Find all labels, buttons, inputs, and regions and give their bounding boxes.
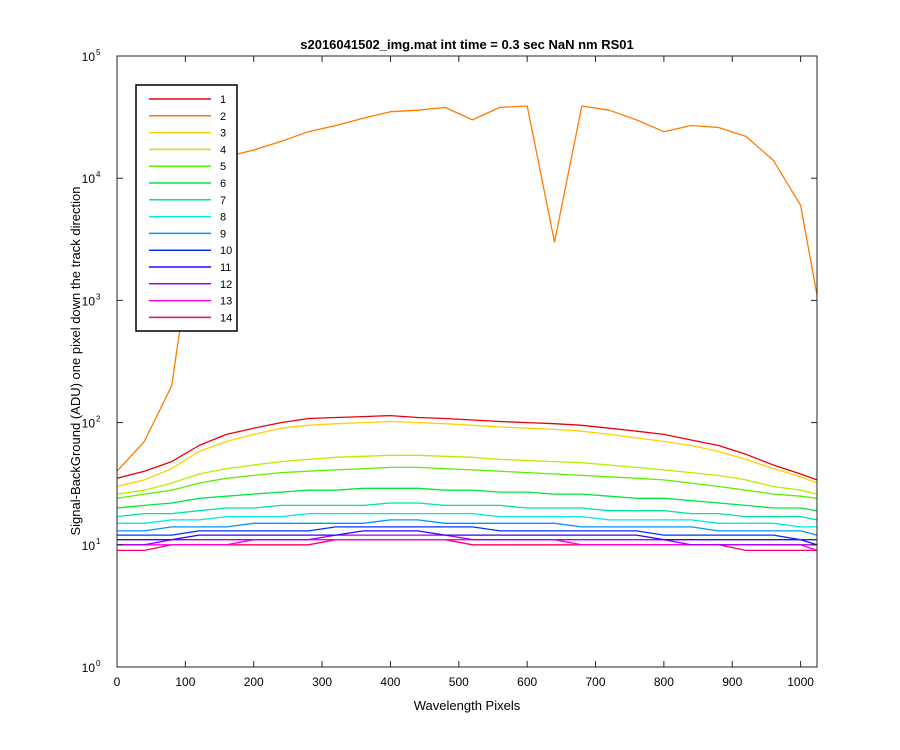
series-line-9 <box>117 519 818 536</box>
y-tick-base-2: 10 <box>82 417 96 431</box>
legend-label-10: 10 <box>220 245 232 257</box>
y-tick-exponent-1: 1 <box>96 537 101 546</box>
legend-label-5: 5 <box>220 161 226 173</box>
legend-label-2: 2 <box>220 111 226 123</box>
axes-box <box>116 55 818 668</box>
legend-label-8: 8 <box>220 212 226 224</box>
legend-label-11: 11 <box>220 262 231 274</box>
legend-label-3: 3 <box>220 128 226 140</box>
legend-label-14: 14 <box>220 312 232 324</box>
x-tick-label-8: 800 <box>654 675 674 689</box>
y-tick-label-5: 10 <box>82 50 96 64</box>
y-tick-exponent-3: 3 <box>96 292 101 301</box>
y-tick-exponent-5: 5 <box>96 48 101 57</box>
y-tick-base-1: 10 <box>82 539 96 553</box>
y-tick-base-5: 10 <box>82 50 96 64</box>
x-tick-label-1: 100 <box>175 675 195 689</box>
chart-title: s2016041502_img.mat int time = 0.3 sec N… <box>300 37 634 52</box>
y-tick-label-1: 10 <box>82 539 96 553</box>
x-tick-label-0: 0 <box>114 675 121 689</box>
y-tick-label-3: 10 <box>82 294 96 308</box>
y-tick-base-4: 10 <box>82 172 96 186</box>
x-tick-label-7: 700 <box>586 675 606 689</box>
x-tick-label-9: 900 <box>722 675 742 689</box>
x-tick-label-5: 500 <box>449 675 469 689</box>
series-line-1 <box>116 414 818 481</box>
x-tick-label-3: 300 <box>312 675 332 689</box>
legend-label-9: 9 <box>220 228 226 240</box>
y-tick-base-0: 10 <box>82 661 96 675</box>
y-tick-base-3: 10 <box>82 294 96 308</box>
legend-label-12: 12 <box>220 279 232 291</box>
y-tick-label-0: 10 <box>82 661 96 675</box>
series-line-8 <box>117 512 817 528</box>
series-line-3 <box>116 420 818 488</box>
y-tick-label-2: 10 <box>82 417 96 431</box>
legend-label-1: 1 <box>220 94 226 106</box>
legend-label-7: 7 <box>220 195 226 207</box>
x-axis-label: Wavelength Pixels <box>414 698 521 713</box>
x-tick-label-6: 600 <box>517 675 537 689</box>
x-tick-label-10: 1000 <box>787 675 814 689</box>
y-axis-label: Signal-BackGround (ADU) one pixel down t… <box>68 186 83 535</box>
legend-box <box>135 84 238 332</box>
legend-label-4: 4 <box>220 144 226 156</box>
series-line-5 <box>116 466 818 499</box>
y-tick-label-4: 10 <box>82 172 96 186</box>
x-tick-label-2: 200 <box>244 675 264 689</box>
series-line-10 <box>117 526 817 541</box>
series-line-12 <box>117 534 817 546</box>
series-line-11 <box>117 530 818 546</box>
series-line-4 <box>116 454 818 495</box>
y-tick-exponent-4: 4 <box>96 170 101 179</box>
y-tick-exponent-0: 0 <box>96 659 101 668</box>
legend-label-6: 6 <box>220 178 226 190</box>
series-line-7 <box>116 502 818 521</box>
x-tick-label-4: 400 <box>380 675 400 689</box>
y-tick-exponent-2: 2 <box>96 415 101 424</box>
legend-label-13: 13 <box>220 296 232 308</box>
series-line-6 <box>116 487 818 512</box>
